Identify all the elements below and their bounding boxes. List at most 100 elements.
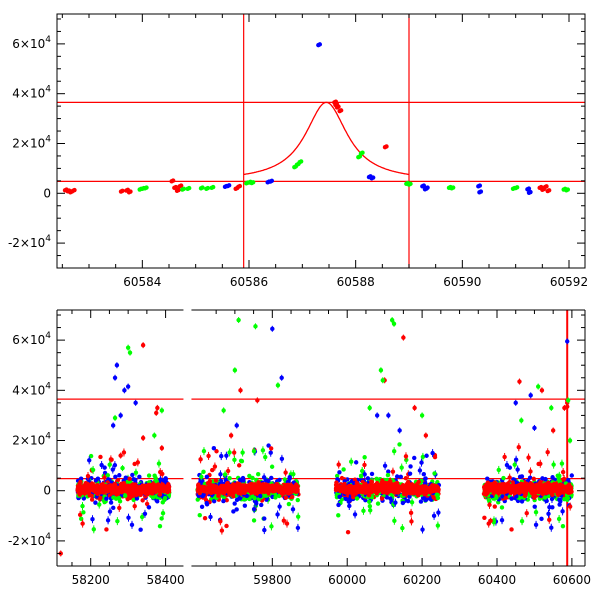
data-point [238,491,244,496]
data-point [496,467,501,473]
data-point [389,317,395,323]
data-point [274,482,280,487]
y-tick-label: 2×104 [12,134,51,150]
data-point [287,475,292,480]
data-point [546,188,552,193]
data-point [129,522,135,528]
data-point [176,187,181,193]
data-point [545,450,550,455]
data-point [569,473,574,478]
data-point [234,507,239,512]
data-point [98,485,103,490]
data-point [150,495,156,500]
data-point [258,493,263,499]
data-point [531,476,536,482]
data-point [363,490,368,495]
data-point [205,185,211,191]
data-point [268,450,273,455]
data-point [499,505,505,510]
data-point [199,474,204,479]
data-point [288,485,294,491]
data-point [221,498,226,504]
data-point [384,495,390,500]
data-point [118,453,123,458]
data-point [282,483,288,488]
data-point [336,462,341,467]
data-point [244,493,250,499]
data-point [202,516,208,521]
data-point [551,485,556,491]
data-point [227,450,232,455]
data-point [523,489,529,495]
data-point [127,476,132,482]
data-point [78,476,84,481]
data-point [269,475,274,481]
data-point [295,525,301,531]
data-point [218,519,223,524]
data-point [532,504,537,509]
data-point [435,523,441,528]
x-tick-label: 60584 [123,275,161,289]
data-point [111,505,116,511]
data-point [397,486,402,492]
data-point [154,410,159,416]
data-point [434,492,439,497]
data-point [539,516,544,522]
data-point [222,483,228,489]
data-point [113,474,118,480]
data-point [412,455,417,461]
y-tick-label: 6×104 [12,35,51,51]
data-point [560,484,565,489]
data-point [242,503,248,508]
data-point [116,495,122,501]
data-point [80,521,85,526]
data-point [208,514,213,520]
data-point [363,481,368,487]
x-tick-label: 59800 [253,573,291,587]
data-point [279,375,284,380]
data-point [560,509,565,514]
data-point [127,350,133,355]
data-point [362,455,367,460]
data-point [155,405,160,411]
data-point [394,474,400,479]
data-point [374,413,380,418]
data-point [550,428,556,433]
data-point [99,462,104,468]
data-point [419,413,425,418]
data-point [345,529,351,535]
data-point [284,521,290,526]
data-point [547,490,553,495]
data-point [421,472,427,477]
data-point [140,486,145,492]
data-point [505,481,511,486]
data-point [521,482,526,487]
data-point [423,489,428,494]
data-point [358,474,364,479]
data-point [115,518,120,524]
data-point [290,507,296,512]
data-point [252,495,257,501]
data-point [112,375,118,380]
data-point [105,473,111,478]
data-point [354,496,360,501]
data-point [146,505,152,510]
data-point [337,494,342,500]
data-point [277,504,282,509]
data-point [375,501,381,506]
data-point [126,515,131,520]
data-point [102,475,107,480]
data-point [487,502,492,508]
data-point [386,485,391,490]
data-point [409,519,414,524]
data-point [105,518,111,523]
x-tick-label: 58200 [72,573,110,587]
data-point [547,517,552,522]
data-point [366,493,372,498]
data-point [503,495,508,501]
data-point [336,486,342,491]
data-point [492,504,497,509]
data-point [348,487,353,492]
data-point [431,495,436,500]
data-point [216,492,221,498]
